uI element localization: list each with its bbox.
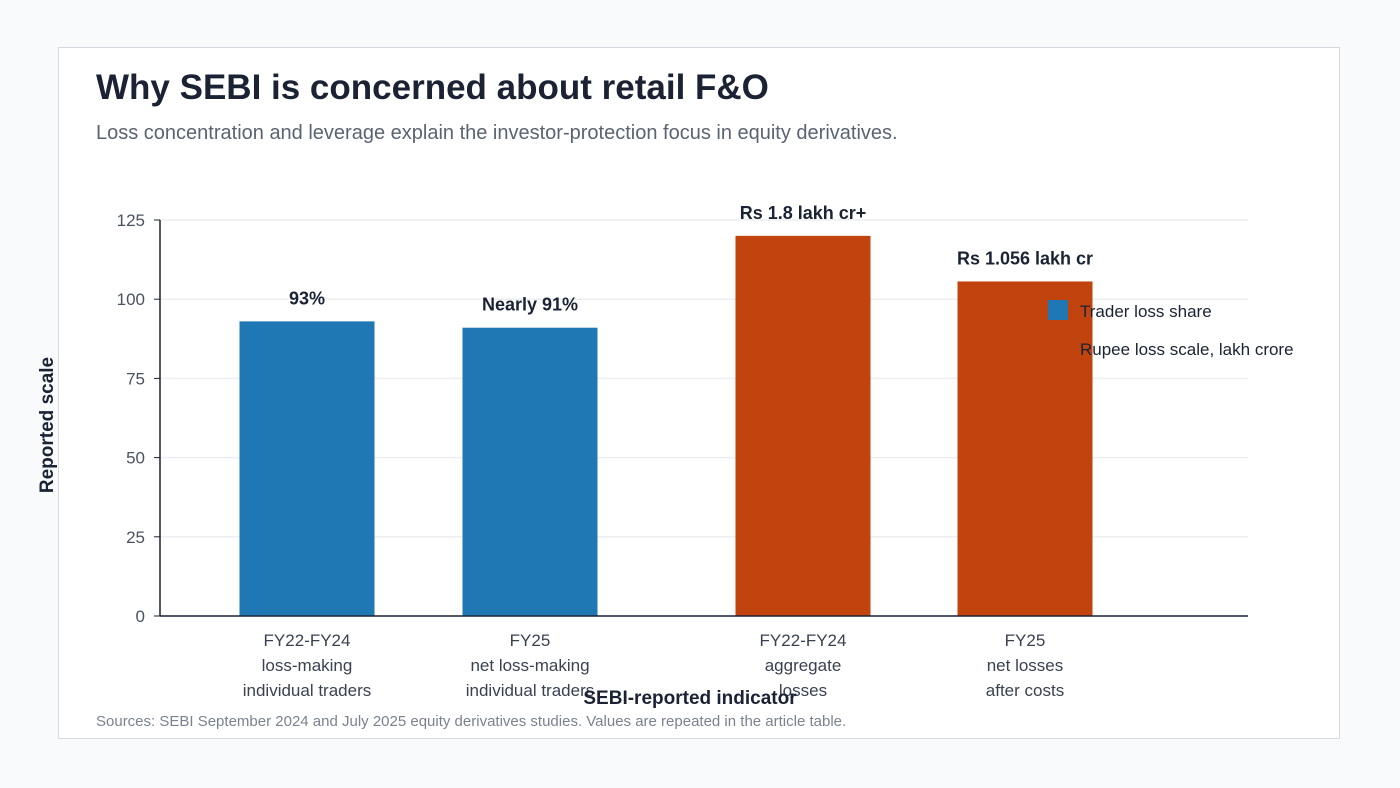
data-label: Nearly 91% bbox=[482, 295, 578, 315]
legend-swatch bbox=[1048, 300, 1068, 320]
bars bbox=[239, 235, 1093, 616]
x-category-label: FY22-FY24 aggregate losses bbox=[760, 631, 847, 700]
legend-label: Trader loss share bbox=[1080, 302, 1212, 321]
chart-subtitle: Loss concentration and leverage explain … bbox=[96, 122, 898, 144]
data-label: Rs 1.056 lakh cr bbox=[957, 248, 1093, 268]
labels: 0 25 50 75 100 125 93% Nearly 91% Rs 1.8 lakh cr… bbox=[37, 203, 1093, 709]
axes bbox=[154, 219, 1248, 617]
y-tick-label: 25 bbox=[126, 528, 145, 547]
x-category-label: FY22-FY24 loss-making individual traders bbox=[243, 631, 372, 700]
bar-4 bbox=[957, 281, 1093, 616]
data-label: Rs 1.8 lakh cr+ bbox=[740, 203, 867, 223]
x-axis-title: SEBI-reported indicator bbox=[583, 688, 797, 709]
data-label: 93% bbox=[289, 288, 325, 308]
y-tick-label: 100 bbox=[117, 290, 145, 309]
x-category-label: FY25 net losses after costs bbox=[986, 631, 1064, 700]
legend-label: Rupee loss scale, lakh crore bbox=[1080, 340, 1294, 359]
source-note: Sources: SEBI September 2024 and July 20… bbox=[96, 713, 847, 730]
bar-2 bbox=[462, 327, 598, 616]
y-tick-label: 75 bbox=[126, 369, 145, 388]
bar-1 bbox=[239, 321, 375, 616]
chart-title: Why SEBI is concerned about retail F&O bbox=[96, 68, 769, 107]
legend: Trader loss share Rupee loss scale, lakh … bbox=[1048, 300, 1294, 359]
y-tick-label: 0 bbox=[136, 607, 145, 626]
bar-3 bbox=[735, 235, 871, 616]
y-tick-label: 125 bbox=[117, 211, 145, 230]
y-tick-label: 50 bbox=[126, 449, 145, 468]
x-category-label: FY25 net loss-making individual traders bbox=[466, 631, 595, 700]
y-axis-title: Reported scale bbox=[37, 357, 58, 493]
